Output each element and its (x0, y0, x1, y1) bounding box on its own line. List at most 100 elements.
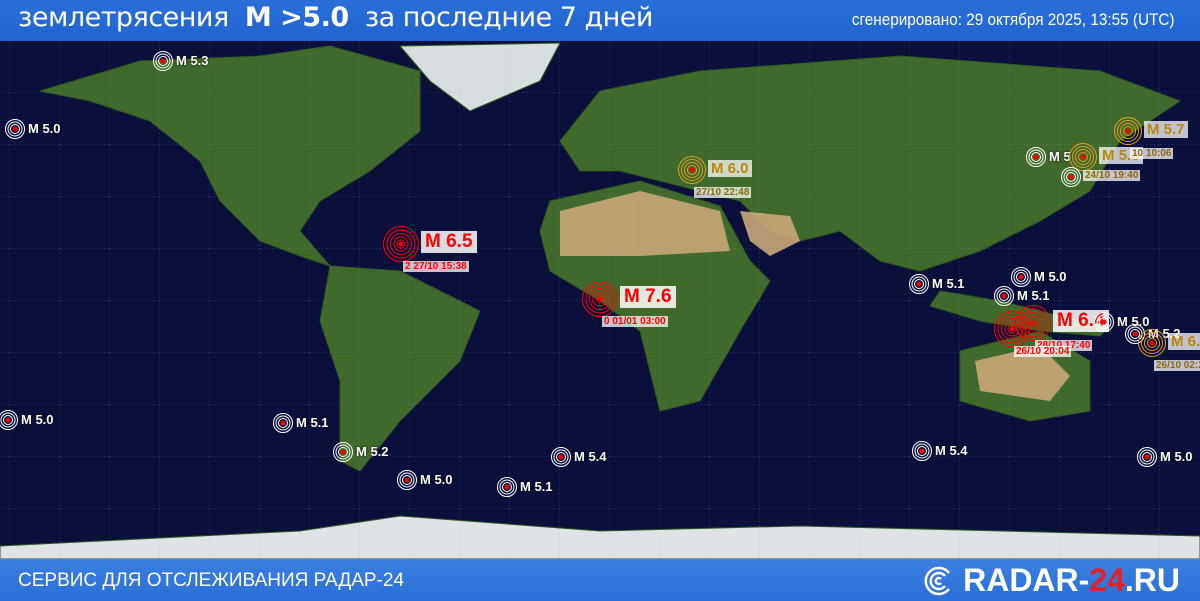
epicenter-ring-icon (1147, 338, 1157, 348)
epicenter-ring-icon (994, 311, 1030, 347)
epicenter-ring-icon (556, 452, 566, 462)
epicenter-dot-icon (1018, 274, 1024, 280)
epicenter-dot-icon (1009, 326, 1015, 332)
epicenter-ring-icon (681, 159, 703, 181)
epicenter-ring-icon (1142, 452, 1152, 462)
magnitude-label: M 5.1 (1017, 288, 1050, 303)
epicenter-ring-icon (273, 413, 293, 433)
epicenter-ring-icon (390, 233, 412, 255)
epicenter-ring-icon (1123, 126, 1133, 136)
epicenter-ring-icon (10, 124, 20, 134)
title-suffix: за последние 7 дней (364, 2, 654, 33)
epicenter-ring-icon (158, 56, 168, 66)
epicenter-ring-icon (996, 288, 1012, 304)
header-bar: землетрясения M >5.0 за последние 7 дней… (0, 0, 1200, 41)
epicenter-ring-icon (397, 470, 417, 490)
epicenter-dot-icon (12, 126, 18, 132)
epicenter-ring-icon (582, 281, 618, 317)
epicenter-ring-icon (1078, 152, 1088, 162)
epicenter-ring-icon (1013, 269, 1029, 285)
epicenter-ring-icon (999, 291, 1009, 301)
epicenter-ring-icon (687, 165, 697, 175)
time-label: 2 27/10 15:38 (403, 261, 469, 272)
epicenter-ring-icon (1031, 152, 1041, 162)
epicenter-ring-icon (1061, 167, 1081, 187)
epicenter-ring-icon (1137, 447, 1157, 467)
epicenter-ring-icon (909, 274, 929, 294)
magnitude-label: M 5.0 (28, 121, 61, 136)
epicenter-ring-icon (914, 279, 924, 289)
epicenter-ring-icon (0, 410, 18, 430)
title-prefix: землетрясения (18, 2, 229, 33)
time-label: 27/10 22:48 (694, 187, 752, 198)
epicenter-ring-icon (994, 286, 1014, 306)
epicenter-ring-icon (335, 444, 351, 460)
epicenter-ring-icon (592, 291, 608, 307)
epicenter-ring-icon (1144, 335, 1160, 351)
time-label: 28/10 17:40 (1035, 340, 1093, 351)
epicenter-ring-icon (678, 156, 706, 184)
epicenter-dot-icon (504, 484, 510, 490)
magnitude-label: M 6.5 (421, 231, 477, 253)
epicenter-ring-icon (338, 447, 348, 457)
epicenter-dot-icon (1001, 293, 1007, 299)
epicenter-ring-icon (1130, 329, 1140, 339)
epicenter-ring-icon (502, 482, 512, 492)
epicenter-ring-icon (275, 415, 291, 431)
epicenter-dot-icon (1101, 319, 1107, 325)
epicenter-dot-icon (558, 454, 564, 460)
radar-logo-icon (924, 566, 951, 595)
epicenter-ring-icon (911, 276, 927, 292)
epicenter-ring-icon (914, 443, 930, 459)
epicenter-ring-icon (1094, 312, 1114, 332)
epicenter-ring-icon (386, 229, 416, 259)
epicenter-ring-icon (3, 415, 13, 425)
epicenter-ring-icon (1072, 146, 1094, 168)
magnitude-label: M 6.0 (708, 160, 752, 177)
epicenter-dot-icon (1149, 340, 1155, 346)
epicenter-ring-icon (7, 121, 23, 137)
page-title: землетрясения M >5.0 за последние 7 дней (18, 2, 653, 33)
epicenter-ring-icon (1120, 123, 1136, 139)
epicenter-dot-icon (398, 241, 404, 247)
epicenter-ring-icon (1114, 117, 1142, 145)
epicenter-dot-icon (280, 420, 286, 426)
epicenter-ring-icon (1139, 449, 1155, 465)
magnitude-label: M 5.2 (356, 444, 389, 459)
epicenter-ring-icon (1028, 149, 1044, 165)
time-label: 26/10 20:04 (1014, 346, 1072, 357)
epicenter-ring-icon (153, 51, 173, 71)
epicenter-ring-icon (997, 314, 1027, 344)
time-label: 0 01/01 03:00 (602, 316, 668, 327)
magnitude-label: M 5.1 (520, 479, 553, 494)
epicenter-ring-icon (1063, 169, 1079, 185)
magnitude-label: M 5.0 (21, 412, 54, 427)
epicenter-ring-icon (1099, 317, 1109, 327)
time-label: 26/10 02:2 (1154, 360, 1200, 371)
radar24-logo[interactable]: RADAR-24.RU (923, 562, 1180, 599)
epicenter-ring-icon (393, 236, 409, 252)
footer-bar: СЕРВИС ДЛЯ ОТСЛЕЖИВАНИЯ РАДАР-24 RADAR-2… (0, 559, 1200, 601)
time-label: 24/10 19:40 (1083, 170, 1141, 181)
magnitude-label: M 5.7 (1144, 121, 1188, 138)
epicenter-dot-icon (1132, 331, 1138, 337)
epicenter-ring-icon (1075, 149, 1091, 165)
epicenter-ring-icon (1117, 120, 1139, 142)
epicenter-ring-icon (595, 294, 605, 304)
epicenter-dot-icon (1144, 454, 1150, 460)
epicenter-dot-icon (5, 417, 11, 423)
time-label: 10 10:06 (1130, 148, 1174, 159)
epicenter-dot-icon (160, 58, 166, 64)
epicenter-dot-icon (916, 281, 922, 287)
epicenter-dot-icon (404, 477, 410, 483)
magnitude-label: M 5.1 (932, 276, 965, 291)
epicenter-ring-icon (1016, 272, 1026, 282)
epicenter-dot-icon (340, 449, 346, 455)
epicenter-ring-icon (1011, 267, 1031, 287)
epicenter-ring-icon (553, 449, 569, 465)
epicenter-ring-icon (497, 477, 517, 497)
epicenter-ring-icon (333, 442, 353, 462)
epicenter-dot-icon (1125, 128, 1131, 134)
epicenter-dot-icon (919, 448, 925, 454)
epicenter-ring-icon (0, 412, 16, 428)
